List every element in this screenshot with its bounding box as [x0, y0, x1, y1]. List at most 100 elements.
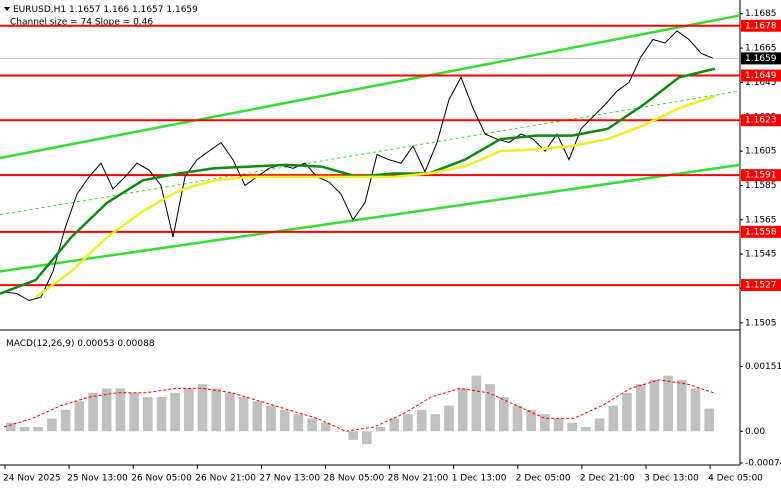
x-tick-label: 26 Nov 21:00 — [195, 474, 256, 484]
level-tag — [741, 69, 781, 82]
symbol: EURUSD,H1 — [13, 5, 66, 15]
macd-bar — [115, 388, 126, 432]
macd-bar — [348, 431, 358, 440]
level-label: 1.1591 — [745, 171, 777, 181]
high: 1.166 — [103, 5, 129, 15]
y-tick-label: 1.1505 — [745, 318, 777, 328]
macd-bar — [156, 397, 167, 432]
macd-bar — [635, 384, 646, 432]
x-tick-label: 25 Nov 13:00 — [67, 474, 128, 484]
y-tick-label: 1.1665 — [745, 44, 777, 54]
level-label: 1.1649 — [745, 71, 777, 81]
close: 1.1659 — [166, 5, 198, 15]
macd-bar — [403, 414, 413, 432]
macd-bar — [362, 431, 372, 445]
macd-bar — [320, 422, 331, 432]
x-tick-label: 1 Dec 13:00 — [452, 474, 507, 484]
macd-bar — [197, 384, 208, 432]
macd-bar — [375, 427, 386, 432]
macd-bar — [430, 414, 441, 432]
x-tick-label: 4 Dec 05:00 — [708, 474, 763, 484]
macd-bar — [567, 422, 578, 432]
current-price-tag — [741, 52, 781, 65]
macd-bar — [581, 427, 591, 432]
macd-bar — [622, 392, 632, 432]
macd-bar — [101, 388, 112, 432]
level-tag — [741, 114, 781, 127]
low: 1.1657 — [132, 5, 164, 15]
macd-bar — [88, 392, 98, 432]
header: EURUSD,H1 1.1657 1.166 1.1657 1.1659 — [13, 5, 198, 15]
macd-bar — [129, 392, 139, 432]
price-line — [4, 30, 714, 302]
level-label: 1.1623 — [745, 116, 777, 126]
macd-bar — [471, 375, 482, 432]
macd-bar — [293, 414, 304, 432]
moving-average — [35, 94, 716, 299]
macd-value: 0.00053 — [77, 339, 114, 349]
macd-bar — [225, 392, 235, 432]
macd-bar — [74, 401, 85, 432]
x-tick-label: 2 Dec 05:00 — [516, 474, 571, 484]
macd-bar — [33, 427, 44, 432]
x-tick-label: 2 Dec 21:00 — [580, 474, 635, 484]
y-tick-label: 1.1645 — [745, 78, 777, 88]
x-tick-label: 24 Nov 2025 — [3, 474, 61, 484]
macd-bar — [142, 397, 153, 432]
macd-bar — [238, 397, 249, 432]
y-tick-label: 1.1565 — [745, 215, 777, 225]
x-tick-label: 28 Nov 05:00 — [324, 474, 385, 484]
macd-bar — [608, 405, 619, 432]
y-tick-label: -0.00074 — [745, 459, 781, 469]
macd-bar — [279, 409, 290, 432]
macd-bar — [540, 414, 550, 432]
y-tick-label: 1.1545 — [745, 250, 777, 260]
y-tick-label: 1.1585 — [745, 181, 777, 191]
level-label: 1.1678 — [745, 21, 777, 31]
level-label: 1.1527 — [745, 281, 777, 291]
current-price-label: 1.1659 — [745, 54, 777, 64]
macd-bar — [170, 392, 180, 432]
y-tick-label: 1.1685 — [745, 9, 777, 19]
macd-bar — [6, 422, 16, 432]
macd-bar — [512, 405, 523, 432]
macd-title: MACD(12,26,9) — [6, 339, 74, 349]
macd-bar — [553, 418, 564, 432]
macd-bar — [444, 405, 454, 432]
y-tick-label: 0.00151 — [745, 362, 781, 372]
channel-label: Channel size = 74 Slope = 0.46 — [10, 18, 153, 28]
macd-bar — [416, 409, 427, 432]
x-tick-label: 3 Dec 13:00 — [644, 474, 699, 484]
signal-value: 0.00088 — [117, 339, 154, 349]
macd-bar — [211, 388, 222, 432]
channel-middle — [0, 90, 741, 216]
macd-bar — [184, 388, 194, 432]
channel-lower — [0, 163, 741, 273]
level-tag — [741, 169, 781, 182]
macd-bar — [676, 379, 687, 432]
macd-header: MACD(12,26,9) 0.00053 0.00088 — [6, 339, 155, 349]
collapse-icon — [4, 7, 10, 11]
macd-bar — [457, 388, 468, 432]
macd-bar — [47, 418, 57, 432]
macd-bar — [690, 388, 701, 432]
macd-bar — [19, 427, 30, 432]
x-tick-label: 28 Nov 21:00 — [388, 474, 449, 484]
x-tick-label: 27 Nov 13:00 — [259, 474, 320, 484]
macd-bar — [649, 379, 660, 432]
y-tick-label: 0.00 — [745, 427, 765, 437]
y-tick-label: 1.1605 — [745, 147, 777, 157]
open: 1.1657 — [69, 5, 101, 15]
macd-bar — [485, 384, 495, 432]
level-tag — [741, 225, 781, 238]
level-label: 1.1558 — [745, 227, 777, 237]
level-tag — [741, 19, 781, 32]
x-tick-label: 26 Nov 05:00 — [131, 474, 192, 484]
macd-bar — [594, 418, 605, 432]
macd-bar — [266, 405, 276, 432]
macd-bar — [389, 418, 400, 432]
macd-bar — [252, 401, 263, 432]
level-tag — [741, 279, 781, 292]
macd-bar — [663, 375, 673, 432]
